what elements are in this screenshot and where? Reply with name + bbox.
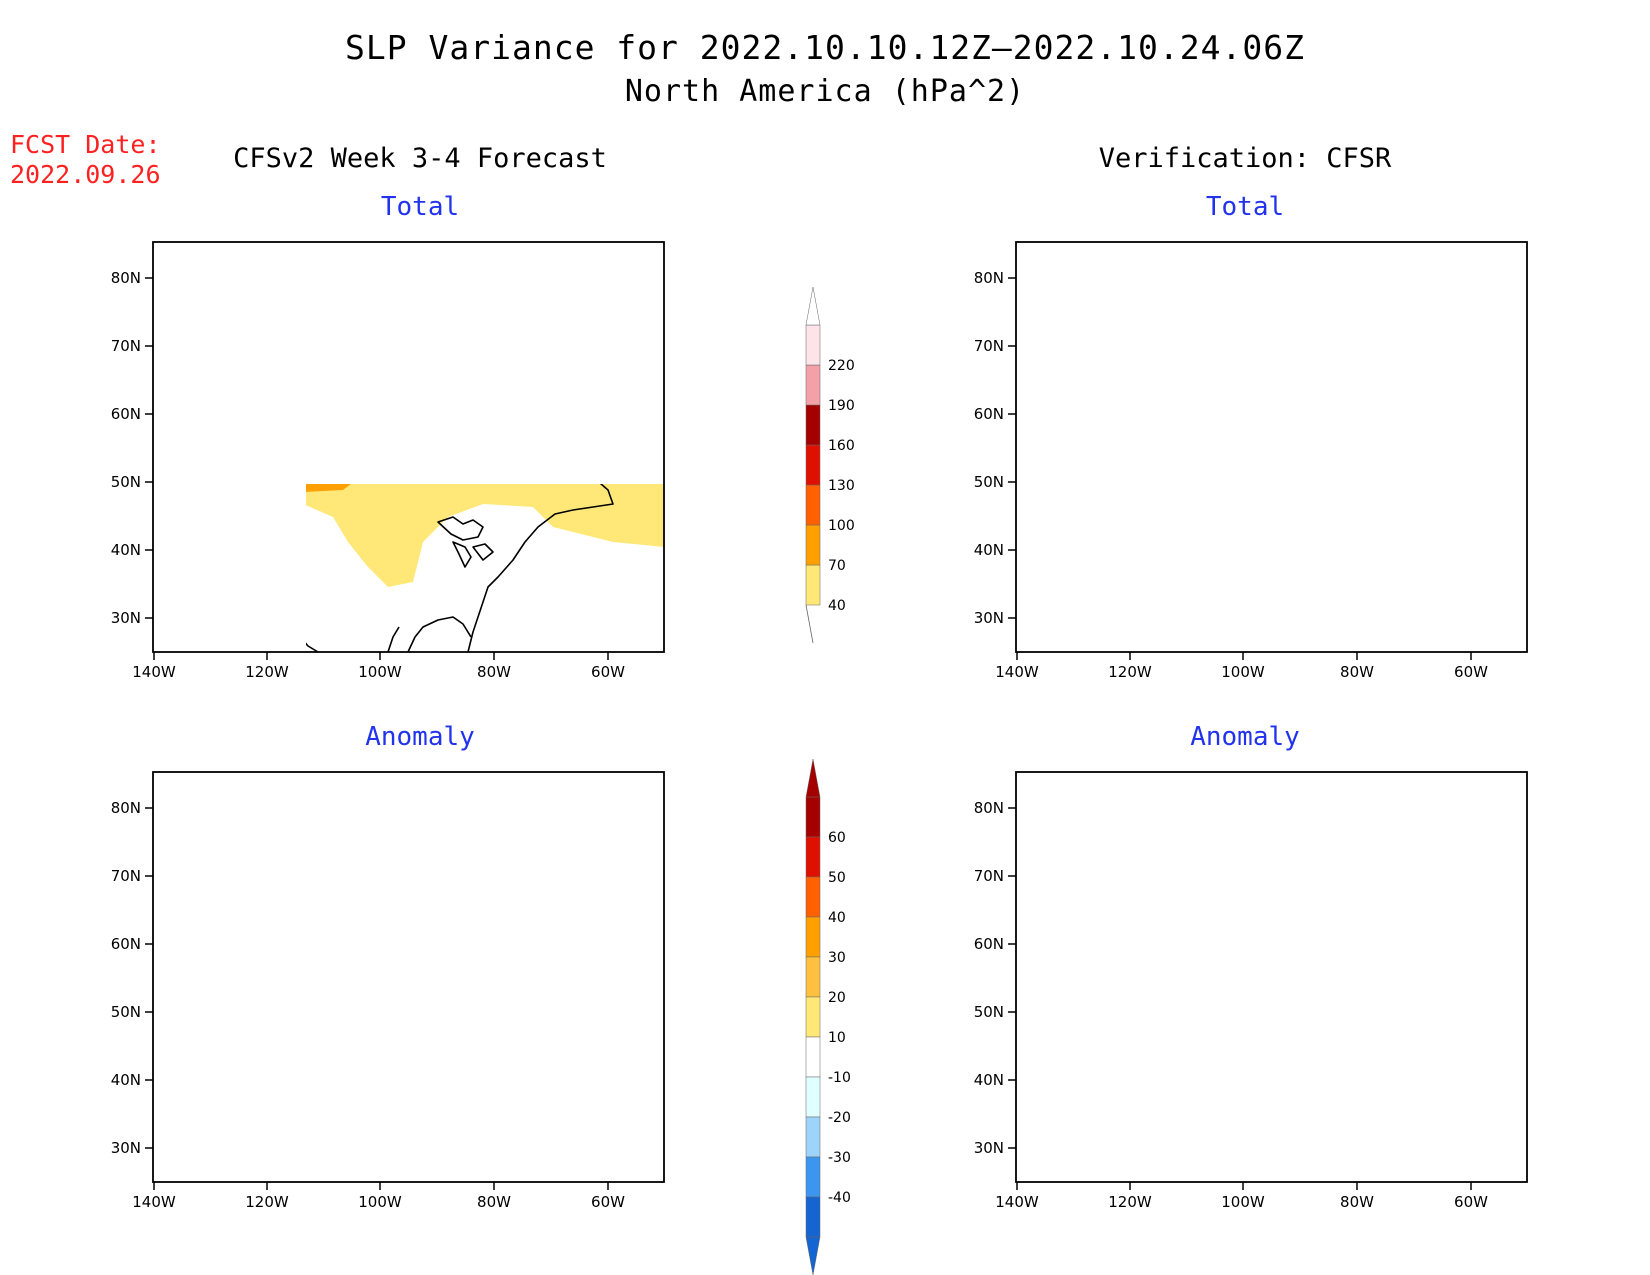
- map-forecast-anomaly: [144, 771, 665, 1191]
- lon-label-tl: 140W: [132, 663, 176, 681]
- lat-label-tr: 70N: [974, 337, 1004, 355]
- colorbar-total-label: 70: [828, 558, 846, 574]
- lat-label-tr: 80N: [974, 269, 1004, 287]
- lat-label-bl: 70N: [111, 867, 141, 885]
- lon-label-tr: 100W: [1221, 663, 1265, 681]
- lat-label-br: 70N: [974, 867, 1004, 885]
- map-verification-anomaly: [1007, 771, 1528, 1191]
- colorbar-anomaly-swatch: [805, 796, 821, 838]
- colorbar-anomaly-swatch: [805, 916, 821, 958]
- lon-label-tl: 100W: [358, 663, 402, 681]
- lon-label-bl: 80W: [477, 1193, 511, 1211]
- colorbar-anomaly-swatch: [805, 876, 821, 918]
- forecast-anomaly-title: Anomaly: [365, 722, 475, 752]
- colorbar-anomaly-top-tip: [805, 758, 821, 798]
- colorbar-anomaly-label: -10: [828, 1070, 851, 1086]
- lon-label-br: 100W: [1221, 1193, 1265, 1211]
- colorbar-anomaly: 60 50 40 30 20 10 -10 -20 -30 -40: [805, 758, 851, 1275]
- colorbar-total-label: 130: [828, 478, 855, 494]
- lon-label-tr: 120W: [1108, 663, 1152, 681]
- lat-label-br: 60N: [974, 935, 1004, 953]
- lon-label-tl: 60W: [591, 663, 625, 681]
- lat-label-tl: 60N: [111, 405, 141, 423]
- colorbar-total: 40 70 100 130 160 190 220: [805, 286, 855, 644]
- lon-label-tl: 120W: [245, 663, 289, 681]
- colorbar-anomaly-label: -30: [828, 1150, 851, 1166]
- lat-label-tl: 40N: [111, 541, 141, 559]
- colorbar-total-label: 190: [828, 398, 855, 414]
- map-forecast-total: [144, 241, 665, 661]
- lon-label-bl: 100W: [358, 1193, 402, 1211]
- colorbar-anomaly-label: 30: [828, 950, 846, 966]
- lat-label-tl: 30N: [111, 609, 141, 627]
- colorbar-anomaly-bottom-tip: [805, 1236, 821, 1275]
- lat-label-tr: 60N: [974, 405, 1004, 423]
- colorbar-total-swatch: [805, 524, 821, 566]
- main-title: SLP Variance for 2022.10.10.12Z—2022.10.…: [345, 28, 1305, 67]
- colorbar-anomaly-swatch: [805, 1196, 821, 1238]
- colorbar-total-swatch: [805, 444, 821, 486]
- lat-label-tl: 50N: [111, 473, 141, 491]
- lat-label-bl: 50N: [111, 1003, 141, 1021]
- fcst-date: 2022.09.26: [10, 160, 161, 189]
- lon-label-tr: 60W: [1454, 663, 1488, 681]
- colorbar-anomaly-swatch: [805, 1116, 821, 1158]
- lon-label-br: 60W: [1454, 1193, 1488, 1211]
- colorbar-anomaly-swatch: [805, 1036, 821, 1078]
- lat-label-tr: 50N: [974, 473, 1004, 491]
- main-subtitle: North America (hPa^2): [624, 74, 1026, 109]
- lat-label-br: 40N: [974, 1071, 1004, 1089]
- colorbar-total-label: 160: [828, 438, 855, 454]
- colorbar-anomaly-swatch: [805, 1076, 821, 1118]
- lon-label-br: 120W: [1108, 1193, 1152, 1211]
- colorbar-anomaly-label: 10: [828, 1030, 846, 1046]
- lat-label-bl: 30N: [111, 1139, 141, 1157]
- lon-label-br: 80W: [1340, 1193, 1374, 1211]
- colorbar-total-swatch: [805, 404, 821, 446]
- right-column-title: Verification: CFSR: [1098, 143, 1392, 174]
- lat-label-bl: 80N: [111, 799, 141, 817]
- colorbar-anomaly-swatch: [805, 1156, 821, 1198]
- colorbar-total-label: 100: [828, 518, 855, 534]
- lon-label-tr: 140W: [995, 663, 1039, 681]
- colorbar-anomaly-label: 40: [828, 910, 846, 926]
- lat-label-br: 50N: [974, 1003, 1004, 1021]
- colorbar-anomaly-label: 20: [828, 990, 846, 1006]
- verification-anomaly-title: Anomaly: [1190, 722, 1300, 752]
- colorbar-anomaly-swatch: [805, 996, 821, 1038]
- colorbar-anomaly-label: 50: [828, 870, 846, 886]
- lat-label-bl: 60N: [111, 935, 141, 953]
- verification-total-title: Total: [1205, 192, 1285, 222]
- left-column-title: CFSv2 Week 3-4 Forecast: [233, 143, 607, 174]
- lon-label-tl: 80W: [477, 663, 511, 681]
- lat-label-tl: 70N: [111, 337, 141, 355]
- lat-label-tl: 80N: [111, 269, 141, 287]
- fcst-label: FCST Date:: [10, 130, 161, 159]
- forecast-total-title: Total: [380, 192, 460, 222]
- colorbar-total-swatch: [805, 364, 821, 406]
- lat-label-bl: 40N: [111, 1071, 141, 1089]
- lat-label-br: 30N: [974, 1139, 1004, 1157]
- lon-label-bl: 60W: [591, 1193, 625, 1211]
- colorbar-anomaly-label: -20: [828, 1110, 851, 1126]
- lat-label-tr: 30N: [974, 609, 1004, 627]
- colorbar-anomaly-label: 60: [828, 830, 846, 846]
- colorbar-total-label: 220: [828, 358, 855, 374]
- colorbar-total-swatch: [805, 324, 821, 366]
- colorbar-anomaly-label: -40: [828, 1190, 851, 1206]
- lat-label-br: 80N: [974, 799, 1004, 817]
- lon-label-bl: 140W: [132, 1193, 176, 1211]
- colorbar-total-bottom-tip: [805, 604, 814, 644]
- lat-label-tr: 40N: [974, 541, 1004, 559]
- lon-label-tr: 80W: [1340, 663, 1374, 681]
- colorbar-total-swatch: [805, 484, 821, 526]
- colorbar-anomaly-swatch: [805, 836, 821, 878]
- lon-label-br: 140W: [995, 1193, 1039, 1211]
- lon-label-bl: 120W: [245, 1193, 289, 1211]
- colorbar-total-label: 40: [828, 598, 846, 614]
- map-verification-total: [1007, 241, 1528, 661]
- colorbar-anomaly-swatch: [805, 956, 821, 998]
- colorbar-total-swatch: [805, 564, 821, 606]
- colorbar-total-top-tip: [805, 286, 821, 326]
